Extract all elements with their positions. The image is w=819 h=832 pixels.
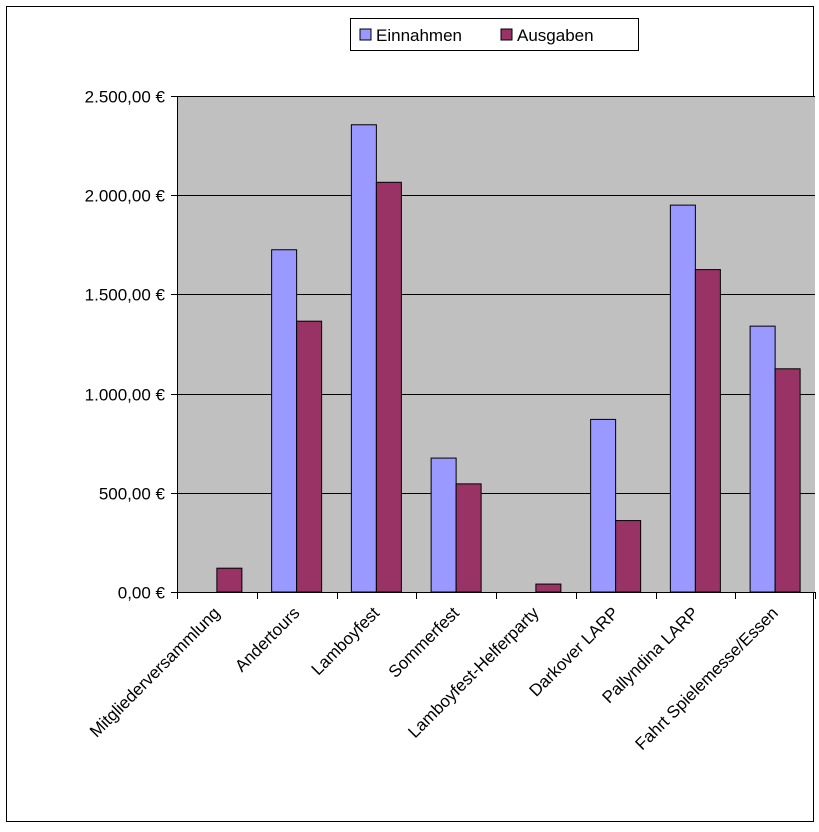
bar-ausgaben-2 [375, 181, 402, 593]
y-tick-label: 1.500,00 € [85, 286, 166, 305]
bar-einnahmen-7 [749, 325, 776, 593]
bars [216, 124, 801, 593]
legend-swatch-ausgaben [500, 28, 513, 41]
legend-swatch-einnahmen [359, 28, 372, 41]
y-tick-label: 500,00 € [99, 485, 166, 504]
axes [171, 96, 816, 599]
y-tick-label: 1.000,00 € [85, 386, 166, 405]
bar-ausgaben-7 [774, 368, 801, 593]
y-tick-label: 0,00 € [118, 584, 166, 603]
y-tick-label: 2.500,00 € [85, 88, 166, 107]
bar-ausgaben-6 [694, 269, 721, 593]
bar-ausgaben-3 [455, 483, 482, 593]
y-tick-label: 2.000,00 € [85, 187, 166, 206]
legend: Einnahmen Ausgaben [350, 18, 639, 51]
bar-ausgaben-1 [296, 320, 323, 593]
bar-ausgaben-5 [615, 520, 642, 593]
bar-einnahmen-5 [590, 418, 617, 593]
bar-einnahmen-1 [271, 249, 298, 593]
bar-ausgaben-0 [216, 567, 243, 593]
legend-label-einnahmen: Einnahmen [376, 26, 462, 45]
bar-einnahmen-2 [350, 124, 377, 593]
bar-ausgaben-4 [535, 583, 562, 593]
legend-label-ausgaben: Ausgaben [517, 26, 594, 45]
bar-einnahmen-3 [430, 457, 457, 593]
legend-box [350, 18, 639, 51]
y-tick-labels: 0,00 € 500,00 € 1.000,00 € 1.500,00 € 2.000,… [85, 88, 166, 603]
bar-einnahmen-6 [669, 204, 696, 593]
